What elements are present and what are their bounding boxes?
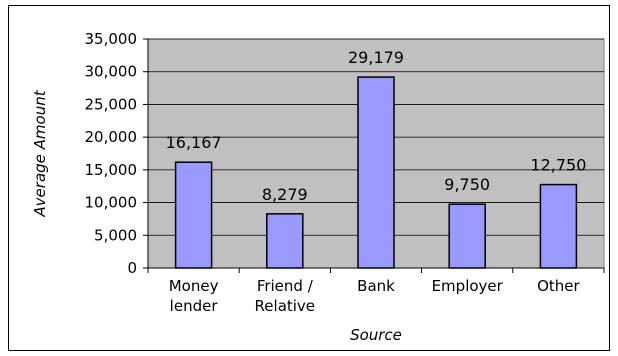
- x-tick-label-line: Other: [537, 277, 580, 295]
- x-tick-label: Employer: [432, 277, 504, 295]
- y-tick-label: 30,000: [85, 63, 138, 81]
- bars: [174, 76, 578, 269]
- data-labels: 16,167 8,279 29,179 9,750 12,750: [166, 48, 587, 204]
- y-tick-label: 10,000: [85, 194, 138, 212]
- bar: [539, 183, 578, 269]
- y-tick-labels: 0 5,000 10,000 15,000 20,000 25,000 30,000 35,0…: [85, 30, 138, 277]
- x-tick-label: Bank: [357, 277, 395, 295]
- x-tick-label: Other: [537, 277, 580, 295]
- x-tick-label: Friend / Relative: [255, 277, 316, 315]
- data-label: 16,167: [166, 133, 222, 152]
- bar: [357, 76, 395, 269]
- data-label: 8,279: [262, 185, 308, 204]
- x-tick-label: Money lender: [169, 277, 219, 315]
- x-tick-labels: Money lender Friend / Relative Bank Employer O…: [169, 277, 581, 315]
- bar: [174, 161, 213, 269]
- bar-chart: 0 5,000 10,000 15,000 20,000 25,000 30,000 35,0…: [31, 30, 605, 344]
- data-label: 12,750: [530, 156, 586, 175]
- y-tick-label: 25,000: [85, 95, 138, 113]
- axes: [147, 39, 605, 273]
- x-tick-label-line: lender: [170, 297, 219, 315]
- x-tick-label-line: Employer: [432, 277, 504, 295]
- x-tick-label-line: Money: [169, 277, 219, 295]
- x-tick-label-line: Bank: [357, 277, 395, 295]
- y-tick-label: 5,000: [94, 226, 137, 244]
- bar: [266, 213, 304, 269]
- x-axis-title: Source: [350, 326, 402, 344]
- y-tick-label: 20,000: [85, 128, 138, 146]
- data-label: 29,179: [348, 48, 404, 67]
- chart-frame: 0 5,000 10,000 15,000 20,000 25,000 30,000 35,0…: [8, 5, 610, 351]
- y-tick-label: 0: [127, 259, 137, 277]
- y-axis-title: Average Amount: [31, 89, 49, 217]
- x-tick-label-line: Friend /: [257, 277, 314, 295]
- bar: [448, 203, 486, 269]
- y-tick-label: 35,000: [85, 30, 138, 48]
- y-tick-label: 15,000: [85, 161, 138, 179]
- x-tick-label-line: Relative: [255, 297, 316, 315]
- data-label: 9,750: [444, 175, 490, 194]
